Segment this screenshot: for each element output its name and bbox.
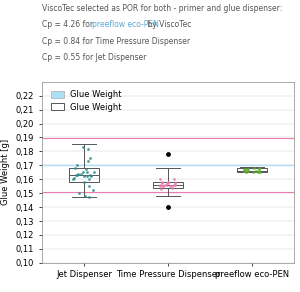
Point <box>257 168 262 173</box>
Point <box>246 167 250 172</box>
Point <box>88 174 93 179</box>
Text: by ViscoTec: by ViscoTec <box>145 20 191 29</box>
Point <box>75 173 80 178</box>
Point <box>80 145 85 150</box>
Point <box>166 152 170 157</box>
Text: Cp = 4.26 for: Cp = 4.26 for <box>42 20 95 29</box>
Point <box>169 184 174 189</box>
Point <box>242 168 246 173</box>
Point <box>159 187 164 191</box>
Point <box>165 180 170 184</box>
Point <box>71 175 76 180</box>
Point <box>256 166 261 171</box>
Point <box>160 181 165 186</box>
Point <box>158 177 162 182</box>
Legend: Glue Weight, Glue Weight: Glue Weight, Glue Weight <box>49 88 124 114</box>
Text: preeflow eco-PEN: preeflow eco-PEN <box>92 20 159 29</box>
Point <box>251 166 256 171</box>
Y-axis label: Glue Weight [g]: Glue Weight [g] <box>1 139 10 205</box>
Point <box>241 167 246 172</box>
Point <box>242 168 247 173</box>
Point <box>244 167 248 172</box>
Point <box>80 170 85 175</box>
Point <box>82 174 86 179</box>
Point <box>164 182 169 187</box>
Text: Cp = 0.55 for Jet Dispenser: Cp = 0.55 for Jet Dispenser <box>42 53 146 62</box>
Point <box>85 170 89 175</box>
Point <box>84 174 89 179</box>
Point <box>165 181 170 186</box>
Point <box>166 205 170 209</box>
Point <box>256 170 260 175</box>
Point <box>71 177 76 182</box>
Point <box>172 177 176 182</box>
Point <box>74 173 79 178</box>
Point <box>86 195 91 200</box>
Point <box>257 170 262 175</box>
Point <box>91 188 95 193</box>
Point <box>256 167 261 172</box>
Point <box>85 146 90 151</box>
Point <box>79 171 84 176</box>
Point <box>165 181 170 186</box>
Point <box>84 167 89 172</box>
Point <box>77 191 82 196</box>
Point <box>158 184 162 189</box>
Point <box>158 182 162 187</box>
Point <box>87 156 92 161</box>
Point <box>250 170 255 175</box>
Point <box>86 184 91 189</box>
Text: ViscoTec selected as POR for both - primer and glue dispenser:: ViscoTec selected as POR for both - prim… <box>42 4 282 13</box>
Point <box>246 168 251 173</box>
Point <box>92 170 96 175</box>
Point <box>88 173 92 178</box>
Point <box>168 184 172 189</box>
Point <box>73 166 77 171</box>
Text: Cp = 0.84 for Time Pressure Dispenser: Cp = 0.84 for Time Pressure Dispenser <box>42 36 190 46</box>
Point <box>85 159 90 164</box>
Point <box>169 185 174 190</box>
Point <box>82 194 87 198</box>
Point <box>172 182 176 187</box>
Point <box>87 177 92 182</box>
Point <box>160 184 165 189</box>
Point <box>254 168 258 173</box>
Point <box>82 180 87 184</box>
Point <box>163 182 167 187</box>
Point <box>244 170 249 175</box>
Point <box>173 182 178 187</box>
Point <box>76 171 80 176</box>
Point <box>74 163 79 168</box>
Point <box>172 181 177 186</box>
Point <box>159 184 164 189</box>
Point <box>160 180 165 184</box>
